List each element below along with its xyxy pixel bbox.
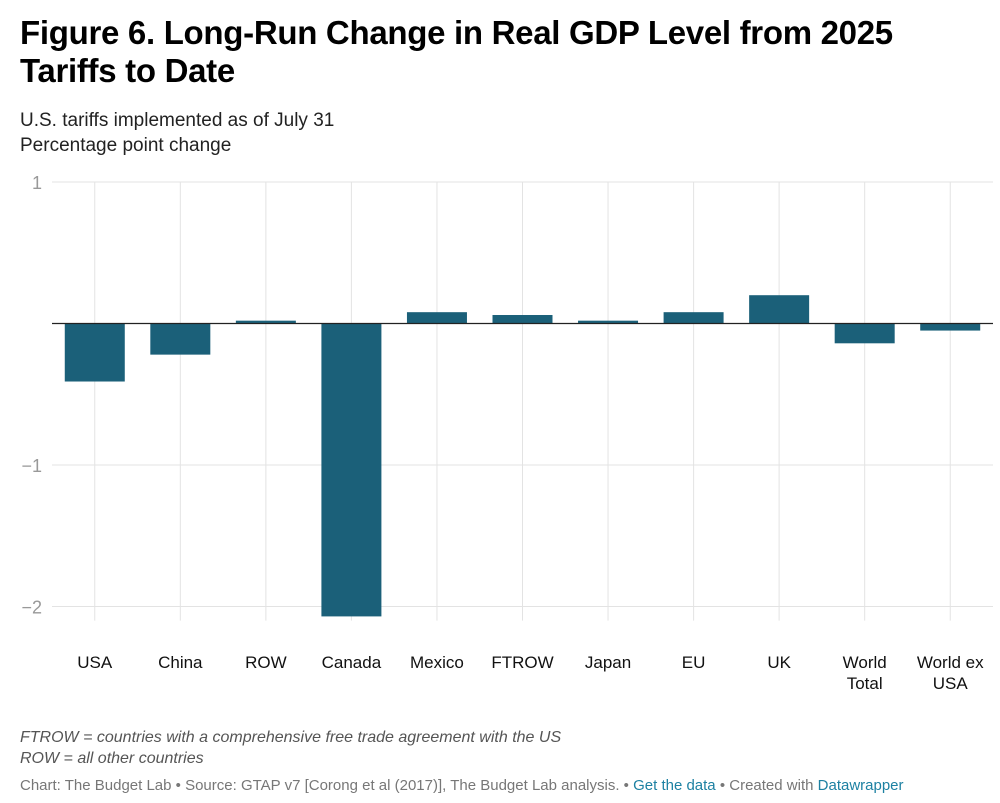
bar <box>578 320 639 324</box>
x-tick-label: World ex USA <box>917 653 984 693</box>
chart-title: Figure 6. Long-Run Change in Real GDP Le… <box>20 14 893 89</box>
chart-subtitle: U.S. tariffs implemented as of July 31 P… <box>20 108 334 158</box>
bar <box>406 312 467 324</box>
notes-line-1: FTROW = countries with a comprehensive f… <box>20 729 562 746</box>
x-tick-label: World Total <box>843 653 887 693</box>
created-with-text: • Created with <box>719 777 814 794</box>
get-the-data-link[interactable]: Get the data <box>633 777 716 794</box>
y-tick-label: −1 <box>21 456 42 476</box>
bar <box>235 320 296 324</box>
y-tick-label: −2 <box>21 598 42 618</box>
datawrapper-link[interactable]: Datawrapper <box>817 777 904 794</box>
x-tick-label: UK <box>767 653 791 672</box>
bar <box>749 295 810 324</box>
x-tick-label: FTROW <box>491 653 553 672</box>
bar <box>64 323 125 382</box>
bar <box>321 323 382 617</box>
x-tick-label: USA <box>77 653 113 672</box>
bar <box>834 323 895 344</box>
x-tick-label: Japan <box>585 653 631 672</box>
bar <box>492 315 553 324</box>
x-tick-label: ROW <box>245 653 287 672</box>
x-tick-label: Mexico <box>410 653 464 672</box>
source-text: Chart: The Budget Lab • Source: GTAP v7 … <box>20 777 629 794</box>
bar-chart: 1 −1 −2 USA China ROW Canada Mexico FTROW Japan EU… <box>21 173 993 693</box>
x-tick-label: China <box>158 653 203 672</box>
bar <box>663 312 724 324</box>
bar <box>150 323 211 355</box>
x-tick-label: Canada <box>322 653 382 672</box>
chart-notes: FTROW = countries with a comprehensive f… <box>20 727 561 769</box>
y-tick-label: 1 <box>32 173 42 193</box>
notes-line-2: ROW = all other countries <box>20 750 204 767</box>
subtitle-line-2: Percentage point change <box>20 135 232 156</box>
x-tick-label: EU <box>682 653 706 672</box>
subtitle-line-1: U.S. tariffs implemented as of July 31 <box>20 110 335 131</box>
chart-source: Chart: The Budget Lab • Source: GTAP v7 … <box>20 776 904 796</box>
bar <box>920 323 981 331</box>
